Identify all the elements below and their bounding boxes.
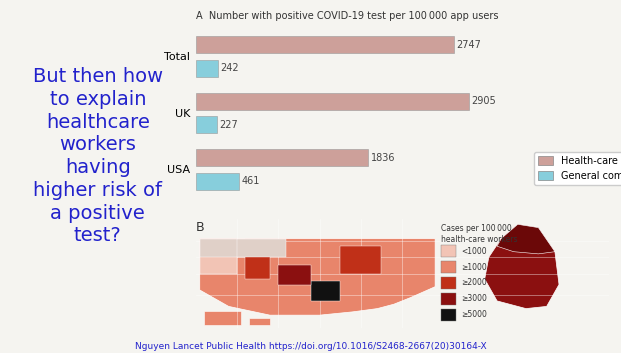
Text: Nguyen Lancet Public Health https://doi.org/10.1016/S2468-2667(20)30164-X: Nguyen Lancet Public Health https://doi.… (135, 342, 486, 351)
Bar (196, 92, 469, 109)
Legend: Health-care workers, General community: Health-care workers, General community (534, 152, 621, 185)
Bar (311, 281, 340, 301)
Bar (237, 239, 286, 257)
Text: 2905: 2905 (471, 96, 496, 106)
Bar (442, 309, 456, 321)
Bar (249, 318, 270, 325)
Polygon shape (484, 225, 559, 309)
Bar (442, 277, 456, 289)
Text: B: B (196, 221, 204, 234)
Bar (245, 246, 270, 279)
Text: ≥1000: ≥1000 (461, 263, 487, 271)
Bar (196, 149, 368, 166)
Polygon shape (200, 239, 435, 315)
Polygon shape (497, 225, 555, 254)
Bar (200, 241, 237, 274)
Bar (204, 311, 241, 325)
Bar (442, 293, 456, 305)
Bar (442, 245, 456, 257)
Text: 2747: 2747 (456, 40, 481, 50)
Bar (196, 36, 454, 53)
Bar (278, 265, 311, 285)
Text: Cases per 100 000
health-care workers: Cases per 100 000 health-care workers (442, 225, 518, 244)
Bar (196, 173, 239, 190)
Text: <1000: <1000 (461, 247, 487, 256)
Text: A  Number with positive COVID-19 test per 100 000 app users: A Number with positive COVID-19 test per… (196, 11, 498, 20)
Text: But then how
to explain
healthcare
workers
having
higher risk of
a positive
test: But then how to explain healthcare worke… (33, 67, 163, 245)
Text: ≥2000: ≥2000 (461, 279, 487, 287)
Bar (200, 239, 245, 257)
Text: 1836: 1836 (371, 152, 395, 163)
Bar (340, 246, 381, 274)
Text: 242: 242 (220, 63, 239, 73)
Text: 461: 461 (242, 176, 260, 186)
Text: ≥3000: ≥3000 (461, 294, 487, 303)
Bar (196, 116, 217, 133)
Text: ≥5000: ≥5000 (461, 310, 487, 319)
Bar (442, 261, 456, 273)
Text: 227: 227 (219, 120, 238, 130)
Bar (196, 60, 219, 77)
